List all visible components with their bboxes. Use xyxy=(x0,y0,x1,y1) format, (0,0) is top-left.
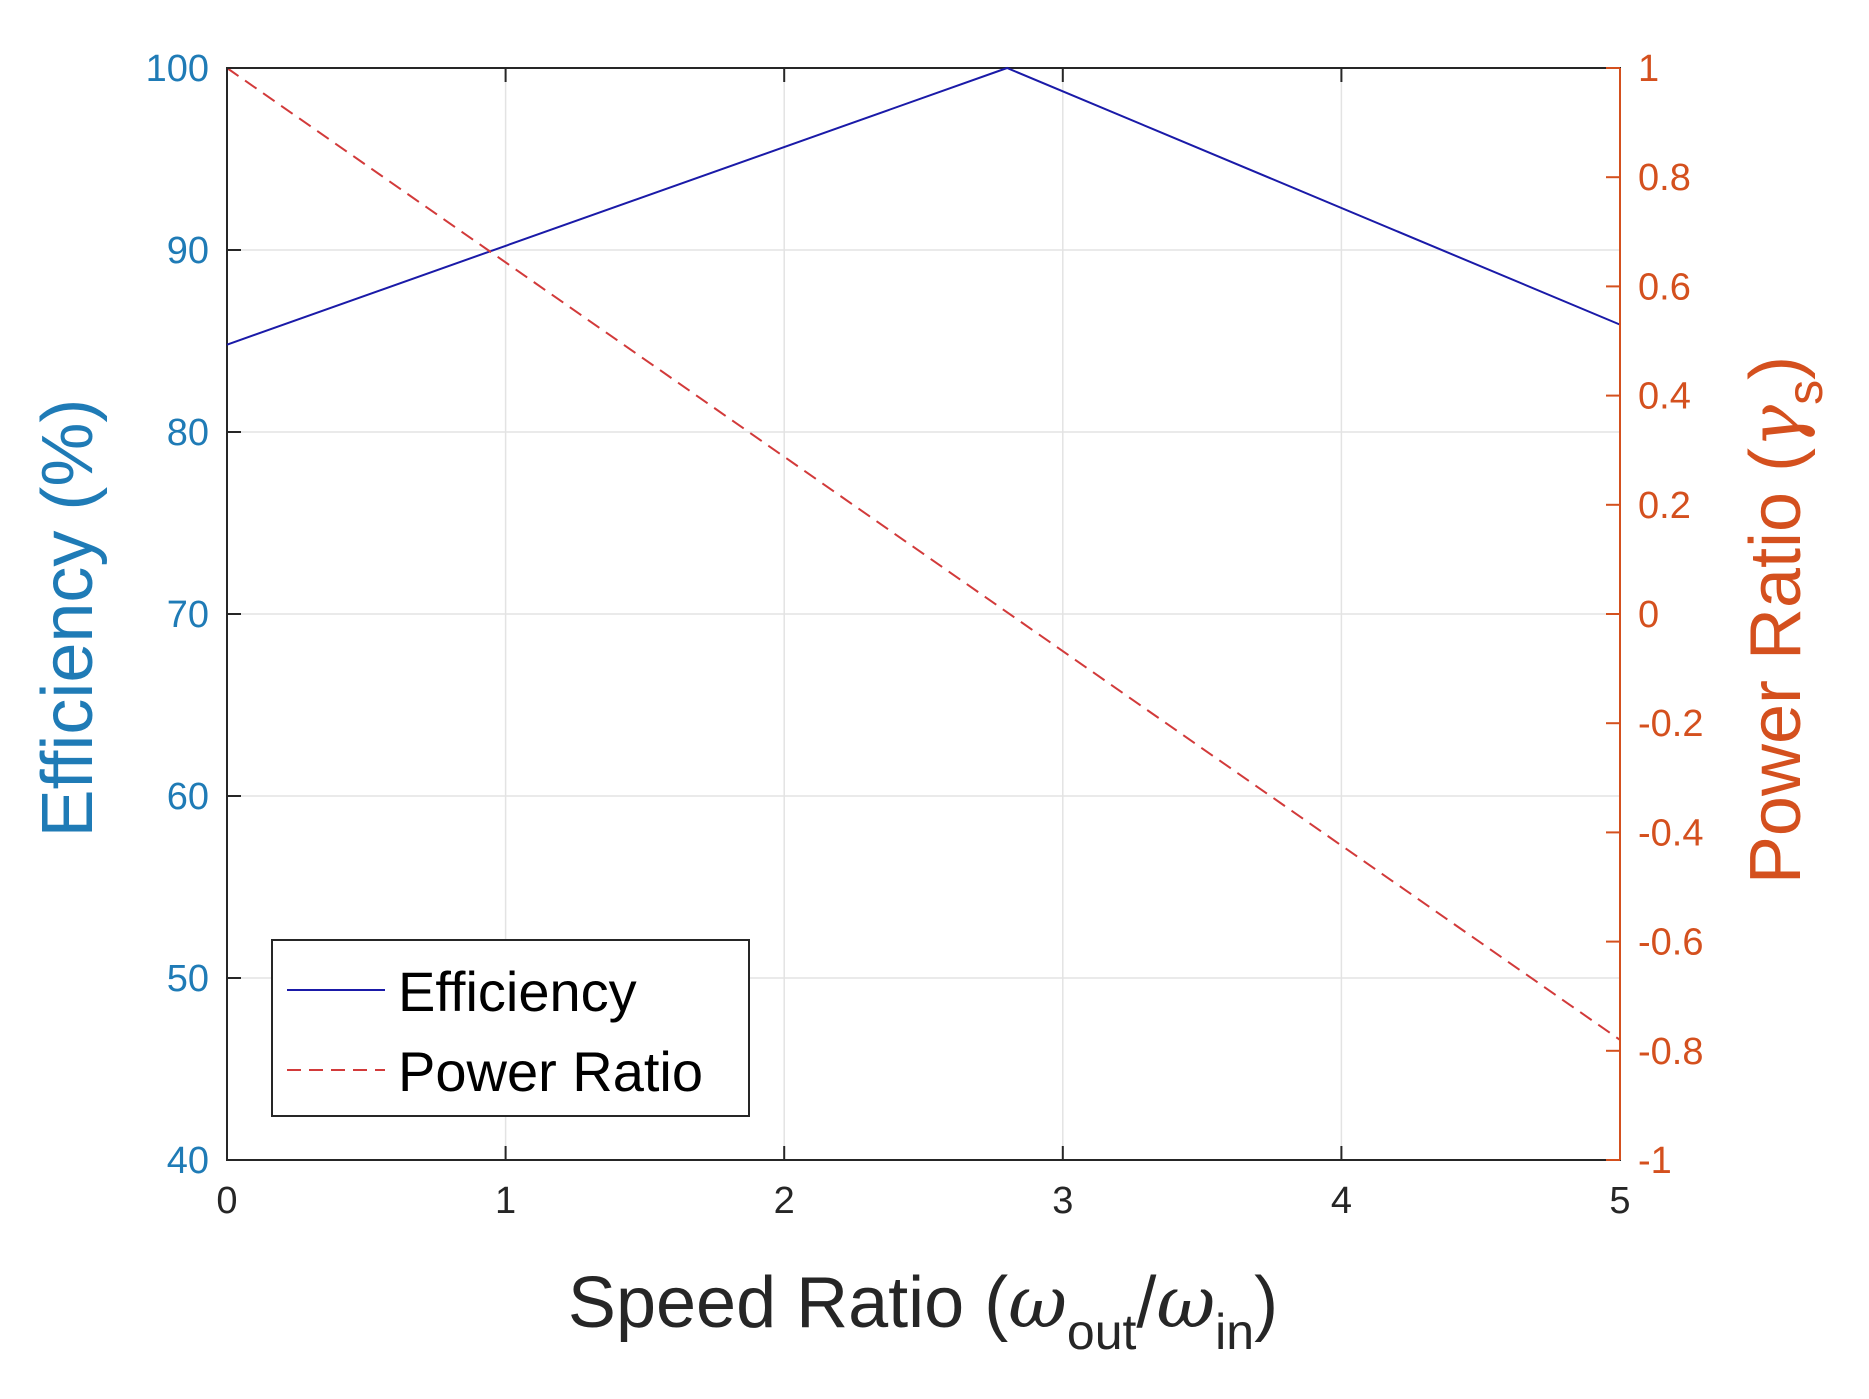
y-left-tick-label: 100 xyxy=(146,48,209,90)
x-tick-label: 0 xyxy=(216,1180,237,1222)
x-tick-label: 5 xyxy=(1609,1180,1630,1222)
legend-efficiency-label: Efficiency xyxy=(398,960,637,1023)
series-line-efficiency xyxy=(226,66,1621,346)
y-left-tick-label: 40 xyxy=(167,1140,209,1182)
legend: Efficiency Power Ratio xyxy=(271,939,750,1117)
y-left-tick-label: 60 xyxy=(167,776,209,818)
y-right-tick-label: 0.6 xyxy=(1638,266,1691,308)
y-left-tick-label: 50 xyxy=(167,958,209,1000)
y-right-tick-label: 0.4 xyxy=(1638,376,1691,418)
legend-power-ratio-label: Power Ratio xyxy=(398,1040,703,1103)
y-right-tick-label: 0 xyxy=(1638,594,1659,636)
y-right-axis-label: Power Ratio (γs) xyxy=(1733,356,1833,884)
y-right-tick-label: -0.2 xyxy=(1638,703,1703,745)
y-right-tick-label: 0.8 xyxy=(1638,157,1691,199)
y-left-tick-label: 80 xyxy=(167,412,209,454)
x-tick-label: 1 xyxy=(495,1180,516,1222)
series-line-power-ratio xyxy=(226,67,1621,1041)
y-right-tick-label: -1 xyxy=(1638,1140,1672,1182)
y-left-tick-label: 70 xyxy=(167,594,209,636)
y-right-tick-label: 1 xyxy=(1638,48,1659,90)
y-right-tick-label: -0.6 xyxy=(1638,922,1703,964)
ticks-layer: 0 1 2 3 4 5 40 50 60 70 80 90 100 -1 -0.8 -0.6 -0.4 -0.2 0… xyxy=(146,48,1704,1222)
y-right-tick-label: -0.8 xyxy=(1638,1031,1703,1073)
y-left-axis-label: Efficiency (%) xyxy=(28,399,108,838)
y-right-tick-label: -0.4 xyxy=(1638,812,1703,854)
y-right-tick-label: 0.2 xyxy=(1638,485,1691,527)
x-tick-label: 3 xyxy=(1052,1180,1073,1222)
x-tick-label: 2 xyxy=(774,1180,795,1222)
legend-box xyxy=(271,939,750,1117)
x-axis-label: Speed Ratio (ωout/ωin) xyxy=(568,1260,1278,1360)
y-left-tick-label: 90 xyxy=(167,230,209,272)
x-tick-label: 4 xyxy=(1331,1180,1352,1222)
series-layer xyxy=(226,66,1621,1041)
